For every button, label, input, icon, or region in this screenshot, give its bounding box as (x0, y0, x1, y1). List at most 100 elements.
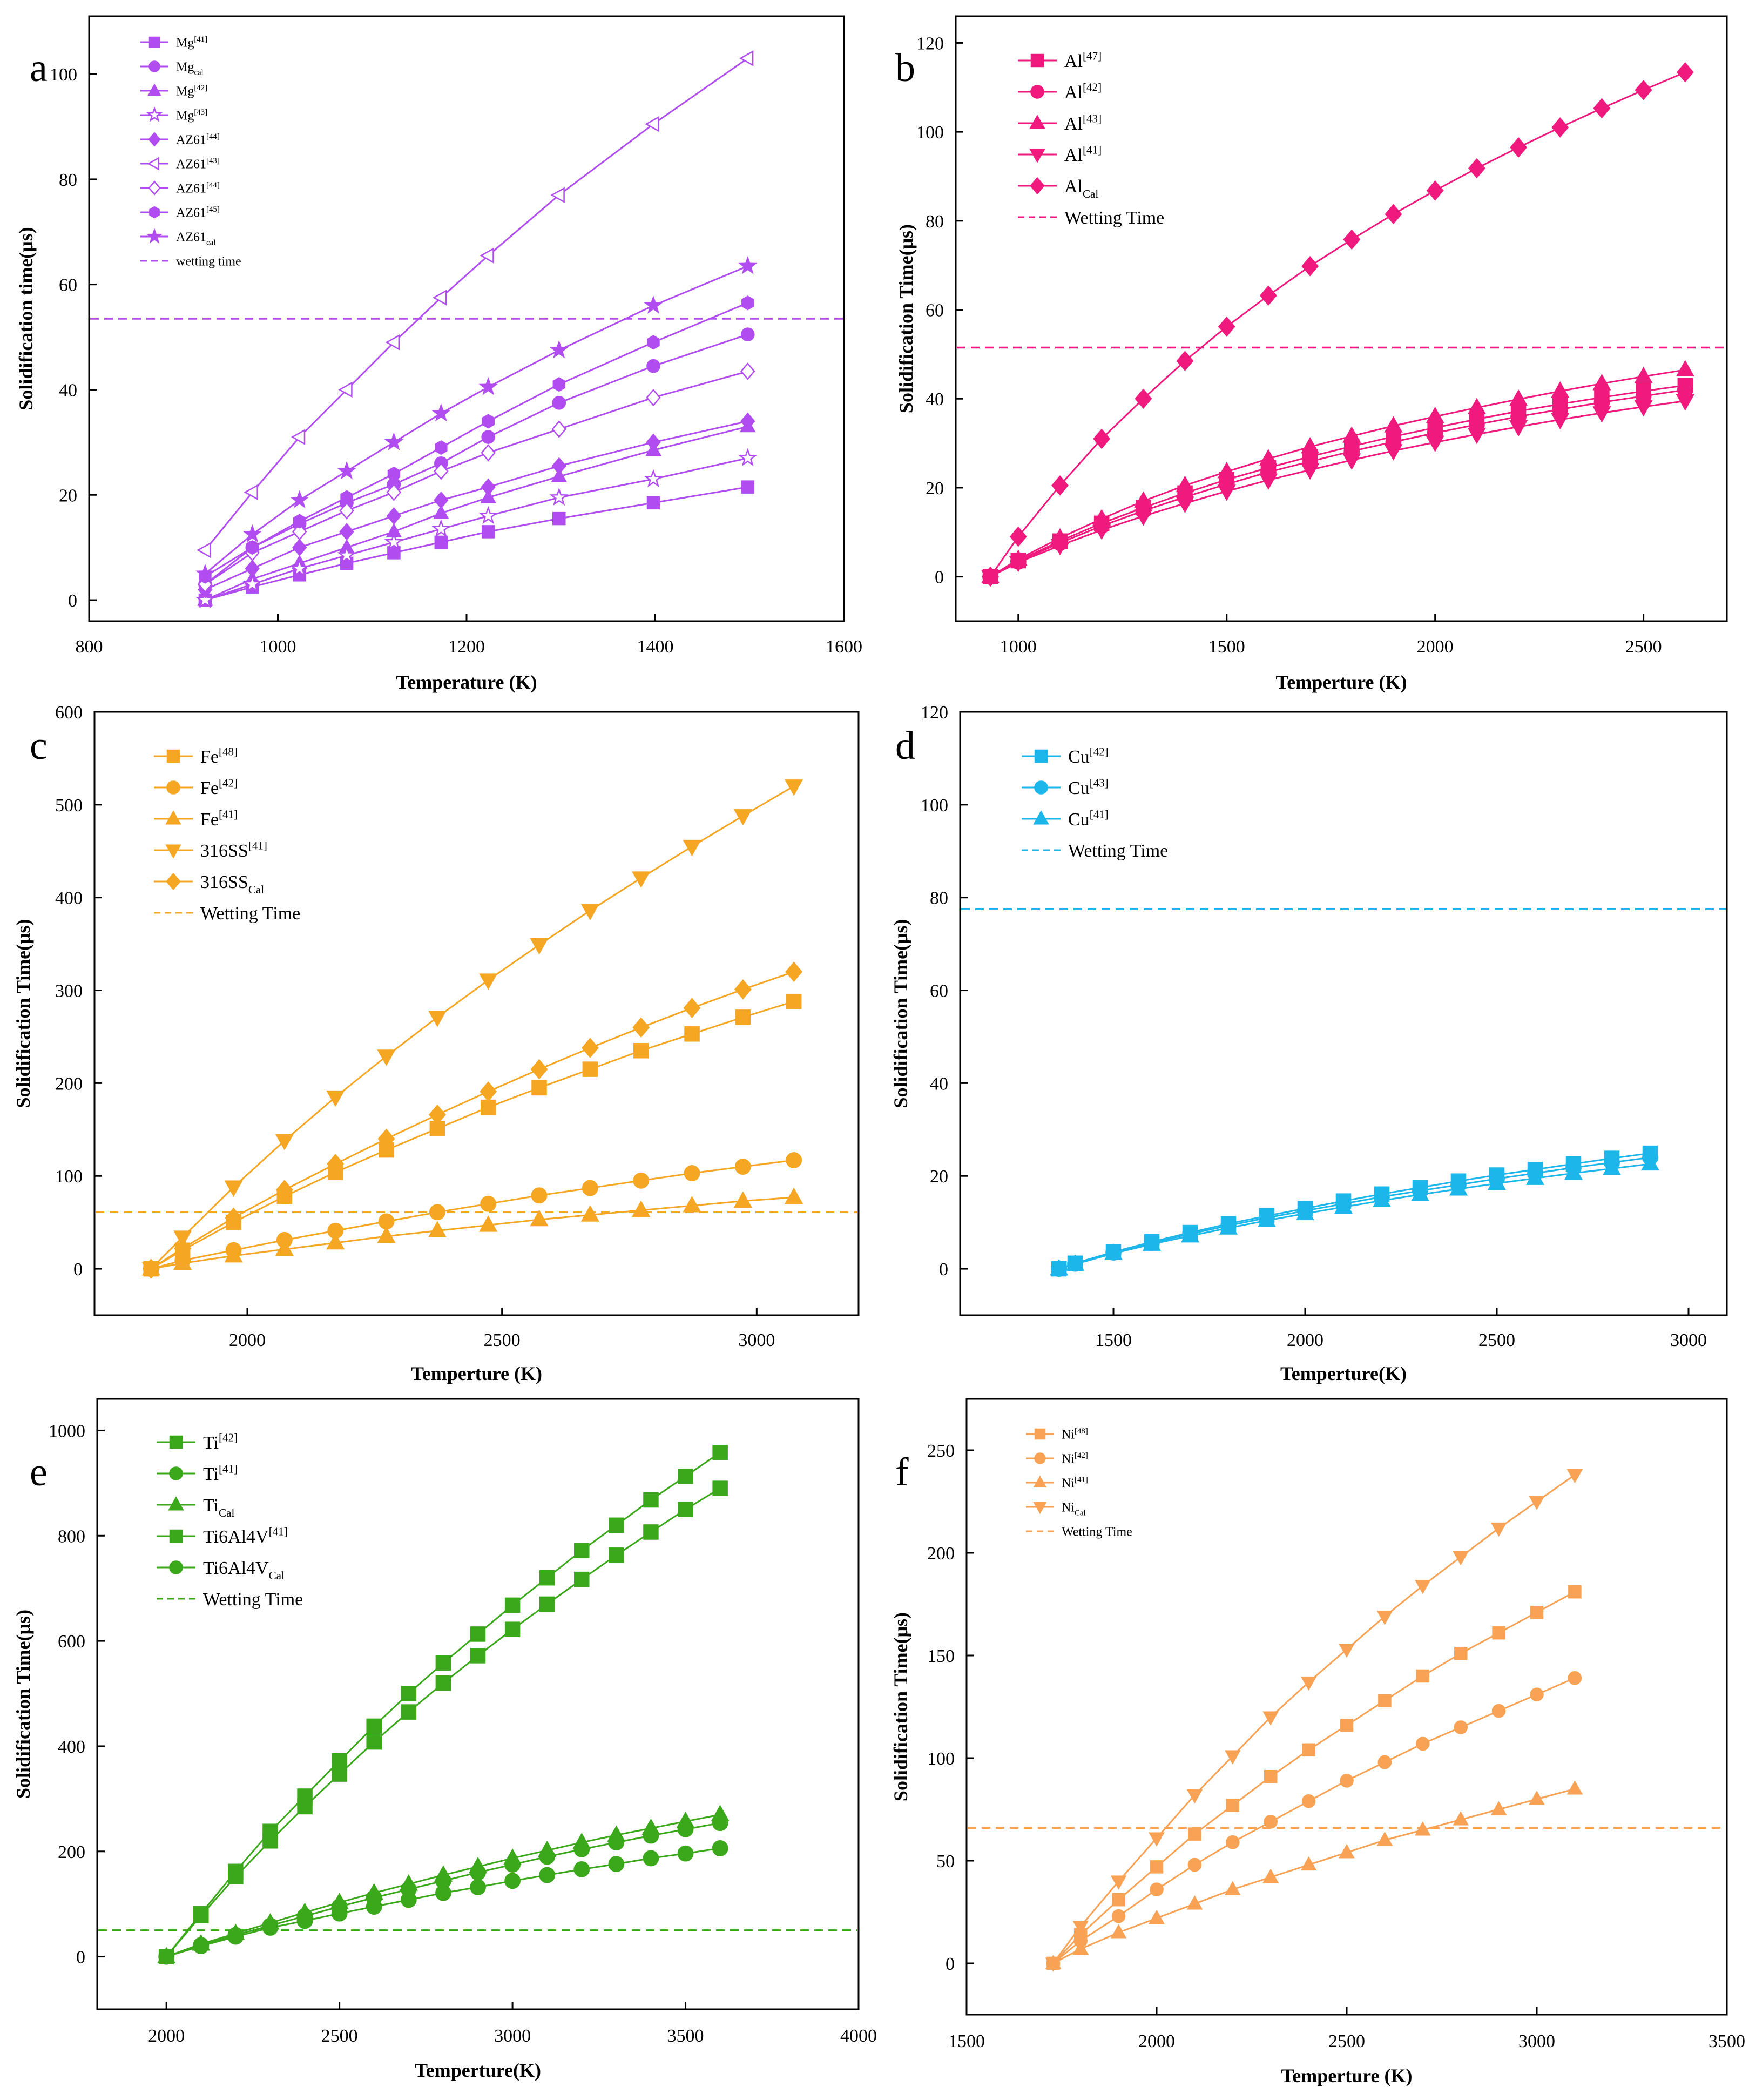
data-point (1593, 98, 1611, 119)
data-point (1509, 420, 1528, 437)
data-point (1150, 1860, 1164, 1874)
y-tick-label: 200 (58, 1842, 85, 1862)
data-point (785, 961, 803, 982)
x-tick-label: 4000 (840, 2026, 877, 2046)
plot-frame (93, 711, 860, 1316)
data-point (1300, 1856, 1317, 1871)
data-point (158, 1948, 175, 1965)
data-point (1634, 400, 1653, 417)
data-point (1257, 1210, 1277, 1228)
legend-label: Ni[41] (1062, 1476, 1088, 1491)
legend-marker (1034, 749, 1048, 763)
data-point (504, 1597, 521, 1613)
data-point (275, 1239, 294, 1256)
legend-label: Cu[43] (1068, 776, 1109, 798)
series-line (989, 71, 1686, 577)
data-point (1104, 1243, 1123, 1261)
data-point (734, 1159, 751, 1175)
legend-label: Wetting Time (1068, 841, 1168, 861)
data-point (387, 466, 401, 481)
data-point (1301, 255, 1319, 277)
legend-marker (1029, 149, 1045, 163)
data-point (326, 1233, 345, 1250)
y-tick-label: 150 (927, 1646, 955, 1666)
x-axis-title: Temperture(K) (415, 2059, 541, 2081)
legend-label: Wetting Time (200, 904, 300, 924)
panel-letter: d (895, 724, 915, 768)
data-point (225, 1207, 242, 1228)
data-point (1188, 1827, 1201, 1841)
data-point (1134, 491, 1153, 508)
y-tick-label: 0 (939, 1260, 948, 1280)
data-point (480, 1099, 496, 1115)
data-point (366, 1718, 382, 1734)
data-point (1072, 1940, 1089, 1955)
y-tick-label: 60 (59, 275, 77, 295)
y-axis-title: Solidification Time(μs) (890, 919, 911, 1108)
data-point (470, 1879, 486, 1895)
legend-label: Mg[43] (176, 108, 207, 123)
data-point (1300, 1676, 1317, 1691)
data-point (1110, 1875, 1127, 1890)
y-tick-label: 120 (921, 703, 948, 723)
data-point (245, 560, 260, 577)
series-line (1058, 1163, 1651, 1270)
data-point (531, 1080, 547, 1096)
data-point (1342, 426, 1361, 443)
data-point (1110, 1924, 1127, 1939)
data-point (684, 1165, 700, 1181)
data-point (429, 1204, 445, 1221)
y-tick-label: 0 (68, 591, 77, 611)
data-point (1372, 1190, 1392, 1208)
data-point (1295, 1203, 1315, 1221)
panel-b: 1000 1500 2000 2500 0 20 40 60 80 100 120 Tempertur… (895, 15, 1728, 693)
plot-frame (959, 711, 1728, 1316)
data-point (647, 335, 660, 350)
data-point (379, 1142, 394, 1158)
data-point (244, 484, 258, 501)
y-tick-label: 20 (926, 479, 944, 499)
legend-marker (148, 60, 160, 72)
data-point (142, 1258, 160, 1279)
data-point (1566, 1469, 1583, 1484)
data-point (197, 542, 211, 558)
data-point (608, 1834, 625, 1851)
data-point (1149, 1909, 1165, 1924)
legend-marker (1033, 1502, 1047, 1515)
data-point (401, 1686, 417, 1701)
panel-letter: c (30, 724, 48, 768)
x-tick-label: 2500 (1328, 2031, 1365, 2051)
data-point (296, 1908, 313, 1924)
y-axis-title: Solidification Time(μs) (890, 1612, 911, 1801)
data-point (530, 938, 549, 955)
data-point (581, 1038, 599, 1058)
data-point (1217, 462, 1236, 479)
data-point (481, 525, 495, 539)
data-point (740, 327, 755, 342)
legend-label: AZ61[43] (176, 157, 220, 172)
series-line (150, 971, 794, 1270)
data-point (1259, 449, 1278, 466)
data-point (431, 403, 451, 422)
data-point (741, 480, 755, 494)
x-tick-label: 1000 (260, 637, 296, 657)
data-point (198, 575, 213, 594)
data-point (609, 1517, 624, 1533)
data-point (1111, 1909, 1126, 1923)
y-tick-label: 300 (55, 981, 83, 1001)
data-point (632, 1200, 651, 1217)
legend-label: Ti[42] (203, 1431, 238, 1453)
data-point (1301, 437, 1320, 454)
data-point (1635, 79, 1652, 100)
data-point (242, 524, 262, 543)
data-point (1339, 1644, 1355, 1658)
data-point (293, 514, 306, 529)
data-point (339, 502, 354, 520)
data-point (684, 1026, 700, 1042)
panel-letter: a (30, 46, 48, 90)
series-line (151, 1159, 794, 1270)
data-point (1150, 1882, 1164, 1896)
data-point (384, 532, 404, 550)
data-point (733, 1191, 752, 1208)
data-point (480, 247, 494, 264)
